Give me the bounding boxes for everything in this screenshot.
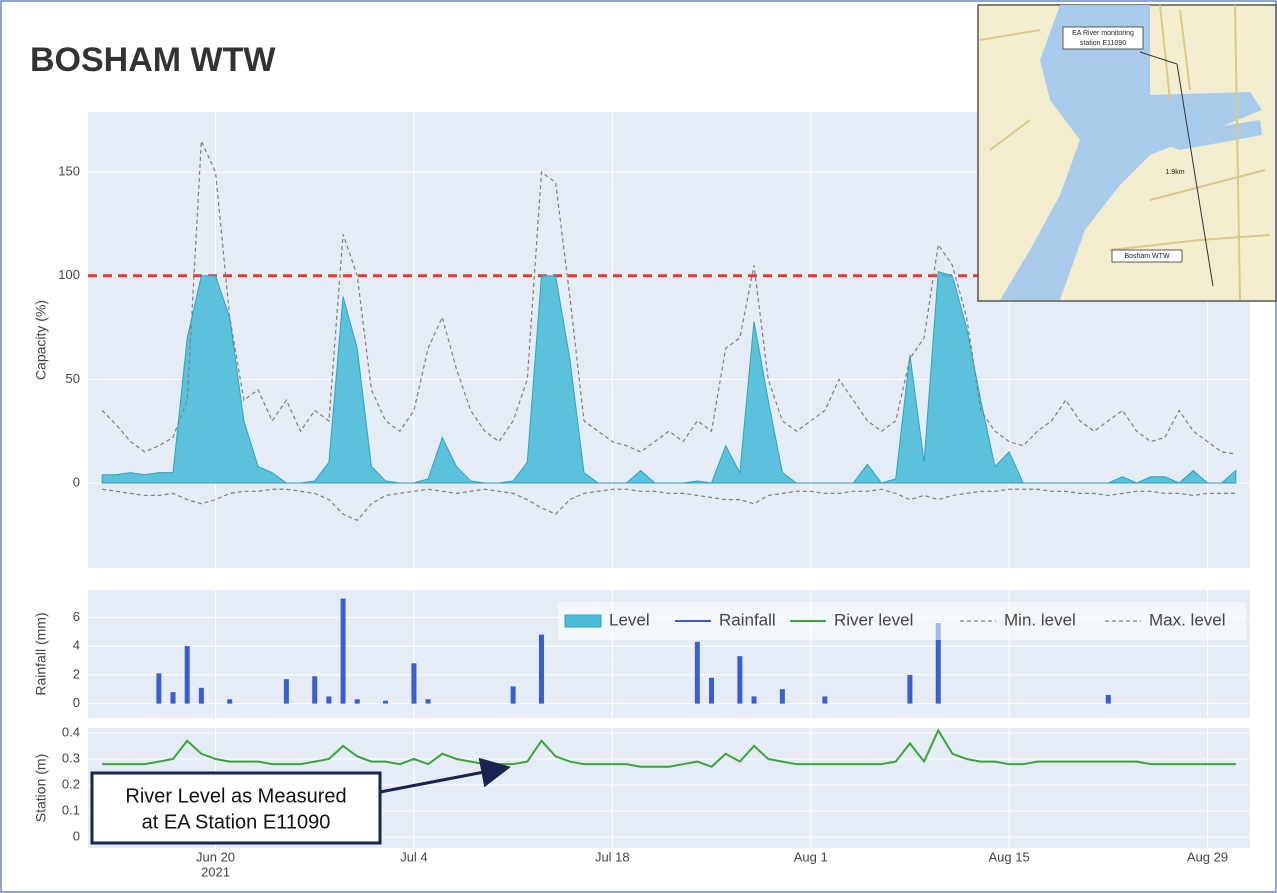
bar: [695, 642, 700, 704]
legend-label: Rainfall: [719, 610, 776, 629]
bar: [185, 646, 190, 704]
bar: [171, 692, 176, 704]
legend-swatch: [565, 615, 601, 627]
y-tick-label: 0: [73, 474, 80, 489]
bar: [539, 635, 544, 704]
x-year-label: 2021: [201, 864, 230, 879]
annotation-text: at EA Station E11090: [142, 811, 331, 833]
bar: [907, 675, 912, 704]
annotation-text: River Level as Measured: [125, 785, 346, 807]
y-tick-label: 0: [73, 695, 80, 710]
y-tick-label: 0.1: [62, 802, 80, 817]
map-label: EA River monitoring: [1072, 30, 1134, 37]
legend-label: Level: [609, 610, 650, 629]
legend-label: River level: [834, 610, 913, 629]
y-tick-label: 4: [73, 638, 80, 653]
y-axis-title: Capacity (%): [33, 300, 49, 380]
y-tick-label: 150: [58, 164, 80, 179]
map-label: Bosham WTW: [1124, 253, 1170, 260]
legend-label: Max. level: [1149, 610, 1226, 629]
bar: [426, 699, 431, 703]
map-label: station E11090: [1080, 40, 1126, 47]
bar: [227, 699, 232, 703]
x-tick-label: Aug 15: [988, 849, 1029, 864]
bar: [780, 689, 785, 703]
y-tick-label: 2: [73, 666, 80, 681]
y-tick-label: 50: [66, 371, 80, 386]
y-tick-label: 0.4: [62, 724, 80, 739]
bar: [199, 688, 204, 704]
y-axis-title: Rainfall (mm): [33, 612, 49, 695]
bar: [312, 676, 317, 703]
bar: [752, 696, 757, 703]
page: BOSHAM WTW Capacity (%) 0 50 100 150 Rainfall…: [0, 0, 1277, 893]
y-tick-label: 0.2: [62, 776, 80, 791]
x-tick-label: Jun 20: [196, 849, 235, 864]
bar: [737, 656, 742, 703]
bar: [326, 696, 331, 703]
map-label: 1.9km: [1165, 169, 1184, 176]
map-inset: EA River monitoring station E11090 1.9km…: [978, 5, 1276, 301]
x-tick-label: Aug 29: [1187, 849, 1228, 864]
y-tick-label: 0: [73, 829, 80, 844]
legend-label: Min. level: [1004, 610, 1076, 629]
bar: [341, 599, 346, 704]
bar: [1106, 695, 1111, 704]
x-tick-label: Aug 1: [794, 849, 828, 864]
bar: [156, 673, 161, 703]
page-title: BOSHAM WTW: [30, 41, 276, 79]
x-tick-label: Jul 4: [400, 849, 427, 864]
bar: [822, 696, 827, 703]
y-axis-title: Station (m): [33, 754, 49, 822]
bar: [411, 663, 416, 703]
bar: [383, 701, 388, 704]
bar: [511, 686, 516, 703]
bar: [284, 679, 289, 703]
bar: [709, 678, 714, 704]
x-tick-label: Jul 18: [595, 849, 630, 864]
y-tick-label: 6: [73, 609, 80, 624]
y-tick-label: 100: [58, 267, 80, 282]
bar: [355, 699, 360, 703]
y-tick-label: 0.3: [62, 750, 80, 765]
